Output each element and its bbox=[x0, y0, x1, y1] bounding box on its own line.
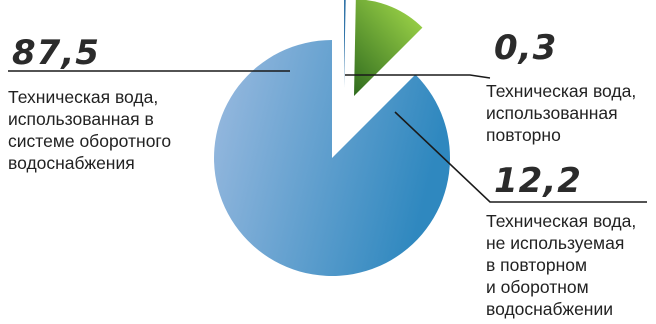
description-line: повторно bbox=[486, 125, 561, 145]
leader-line-reused bbox=[345, 74, 491, 79]
value-label-unused: 12,2 bbox=[494, 161, 582, 201]
description-line: водоснабжении bbox=[486, 299, 614, 319]
description-unused: Техническая вода, не используемая в повт… bbox=[486, 210, 636, 320]
description-line: использованная bbox=[486, 103, 618, 123]
leader-line-unused bbox=[394, 111, 647, 203]
description-line: использованная в bbox=[8, 109, 154, 129]
description-line: водоснабжения bbox=[8, 153, 135, 173]
description-line: Техническая вода, bbox=[486, 81, 637, 101]
pie-slice-recycled-water bbox=[214, 40, 451, 276]
value-label-reused: 0,3 bbox=[494, 28, 557, 68]
description-reused: Техническая вода, использованная повторн… bbox=[486, 80, 636, 146]
description-line: и оборотном bbox=[486, 277, 589, 297]
description-line: системе оборотного bbox=[8, 131, 172, 151]
value-label-recycled: 87,5 bbox=[12, 33, 100, 73]
pie-slice-reused-water bbox=[344, 0, 346, 88]
pie-slice-unused-water bbox=[354, 0, 423, 96]
description-line: в повторном bbox=[486, 255, 587, 275]
description-recycled: Техническая вода, использованная в систе… bbox=[8, 86, 171, 174]
description-line: Техническая вода, bbox=[8, 87, 159, 107]
description-line: Техническая вода, bbox=[486, 211, 637, 231]
description-line: не используемая bbox=[486, 233, 625, 253]
